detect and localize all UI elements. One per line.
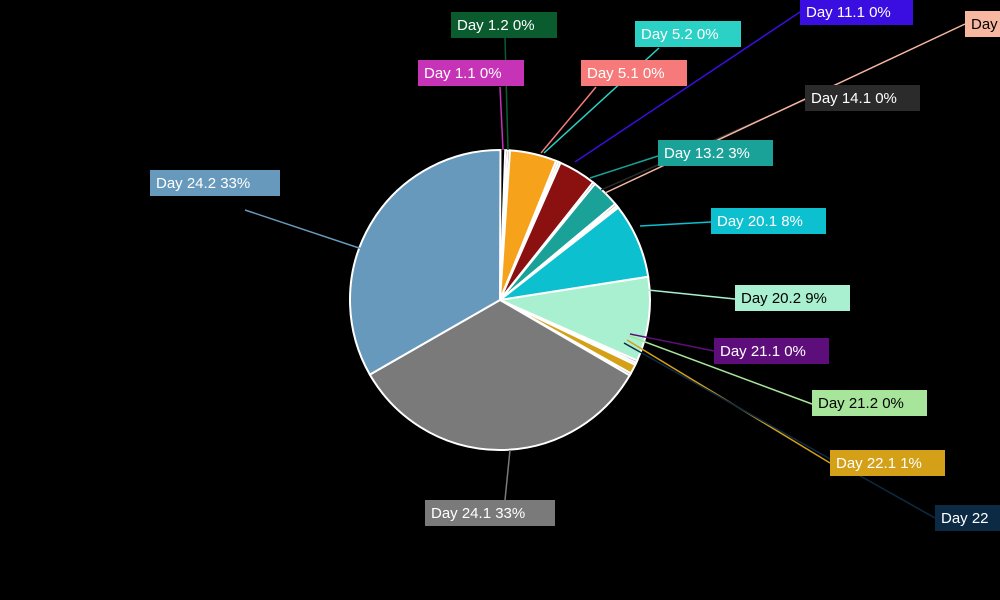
label-text: Day 24.1 33%: [431, 505, 525, 522]
label-text: Day 14.1 0%: [811, 90, 897, 107]
label-text: Day 20.2 9%: [741, 290, 827, 307]
label-text: Day 21.2 0%: [818, 395, 904, 412]
label-text: Day 20.1 8%: [717, 213, 803, 230]
label-text: Day 22.1 1%: [836, 455, 922, 472]
label-text: Day 1.2 0%: [457, 17, 535, 34]
label-text: Day 5.1 0%: [587, 65, 665, 82]
label-text: Day: [971, 16, 998, 33]
label-text: Day 1.1 0%: [424, 65, 502, 82]
label-text: Day 21.1 0%: [720, 343, 806, 360]
label-text: Day 13.2 3%: [664, 145, 750, 162]
label-text: Day 5.2 0%: [641, 26, 719, 43]
label-text: Day 22: [941, 510, 989, 527]
label-text: Day 11.1 0%: [806, 4, 891, 21]
label-text: Day 24.2 33%: [156, 175, 250, 192]
pie-chart: Day 24.2 33% Day 1.1 0% Day 1.2 0% Day 5.1 …: [0, 0, 1000, 600]
slices: [350, 150, 650, 450]
